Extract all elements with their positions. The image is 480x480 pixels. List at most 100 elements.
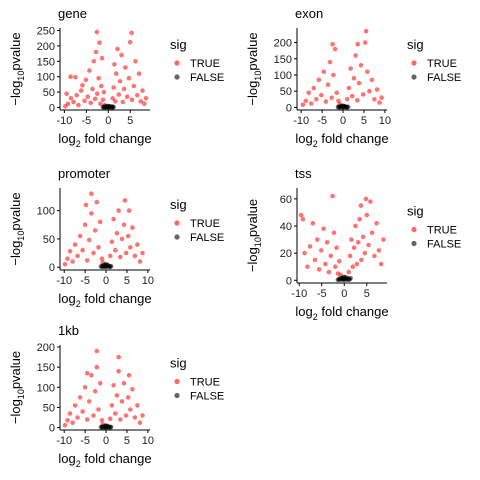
data-point-true xyxy=(305,264,310,269)
data-point-true xyxy=(75,415,80,420)
data-point-true xyxy=(118,79,123,84)
data-point-true xyxy=(349,237,354,242)
data-point-true xyxy=(82,99,87,104)
data-point-true xyxy=(111,383,116,388)
data-point-true xyxy=(135,93,140,98)
data-point-true xyxy=(311,86,316,91)
y-tick-label: 0 xyxy=(286,102,292,114)
panel-title: tss xyxy=(295,166,312,181)
x-tick-label: -5 xyxy=(317,288,327,300)
data-point-true xyxy=(379,262,384,267)
data-point-true xyxy=(76,103,81,108)
data-point-true xyxy=(130,387,135,392)
x-tick-label: -10 xyxy=(293,115,309,127)
x-tick-label: 0 xyxy=(341,288,347,300)
data-point-true xyxy=(337,259,342,264)
legend-label: TRUE xyxy=(427,225,457,237)
x-tick-label: 10 xyxy=(142,435,154,447)
x-tick-label: -5 xyxy=(80,275,90,287)
data-point-true xyxy=(130,98,135,103)
data-point-true xyxy=(355,98,360,103)
data-point-true xyxy=(92,59,97,64)
data-point-true xyxy=(115,393,120,398)
y-tick-label: 40 xyxy=(280,221,292,233)
data-point-true xyxy=(331,73,336,78)
data-point-false xyxy=(342,275,347,280)
data-point-true xyxy=(361,235,366,240)
data-point-false xyxy=(102,104,107,109)
data-point-false xyxy=(341,104,346,109)
data-point-true xyxy=(348,66,353,71)
data-point-true xyxy=(68,74,73,79)
data-point-true xyxy=(353,53,358,58)
data-point-true xyxy=(370,78,375,83)
data-point-true xyxy=(91,251,96,256)
data-point-true xyxy=(70,420,75,425)
legend-key-true xyxy=(411,60,416,65)
data-point-true xyxy=(80,409,85,414)
data-point-true xyxy=(329,254,334,259)
data-point-false xyxy=(104,423,109,428)
data-point-true xyxy=(126,234,131,239)
data-point-true xyxy=(69,96,74,101)
data-point-true xyxy=(127,76,132,81)
data-point-true xyxy=(70,259,75,264)
y-tick-label: 100 xyxy=(37,72,55,84)
data-point-true xyxy=(367,89,372,94)
data-point-true xyxy=(120,399,125,404)
data-point-true xyxy=(334,245,339,250)
data-point-true xyxy=(85,417,90,422)
x-tick-label: 5 xyxy=(364,288,370,300)
legend-key-true xyxy=(174,379,179,384)
panel-tss: tss-10 -5 0 50204060log2 fold change−log10p… xyxy=(245,166,461,322)
data-point-true xyxy=(113,411,118,416)
data-point-true xyxy=(347,270,352,275)
y-tick-label: 50 xyxy=(43,402,55,414)
y-axis-label: −log10pvalue xyxy=(8,351,26,424)
data-point-true xyxy=(115,231,120,236)
y-axis-label: −log10pvalue xyxy=(245,32,263,105)
legend-key-false xyxy=(174,74,179,79)
data-point-true xyxy=(114,71,119,76)
data-point-true xyxy=(364,197,369,202)
x-axis-label: log2 fold change xyxy=(295,131,388,149)
data-point-true xyxy=(374,221,379,226)
data-point-true xyxy=(355,42,360,47)
data-point-true xyxy=(361,92,366,97)
data-point-true xyxy=(71,100,76,105)
data-point-true xyxy=(326,82,331,87)
data-point-true xyxy=(113,99,118,104)
legend-label: FALSE xyxy=(427,72,461,84)
y-tick-label: 0 xyxy=(49,423,55,435)
x-tick-label: 5 xyxy=(124,435,130,447)
legend-key-false xyxy=(174,393,179,398)
data-point-true xyxy=(299,213,304,218)
data-point-true xyxy=(379,95,384,100)
x-tick-label: 0 xyxy=(340,115,346,127)
data-point-true xyxy=(68,411,73,416)
x-tick-label: -10 xyxy=(56,435,72,447)
data-point-true xyxy=(124,413,129,418)
data-point-true xyxy=(63,423,68,428)
data-point-true xyxy=(97,41,102,46)
data-point-true xyxy=(315,237,320,242)
data-point-true xyxy=(127,208,132,213)
legend-label: FALSE xyxy=(190,232,224,244)
data-point-true xyxy=(111,217,116,222)
y-tick-label: 0 xyxy=(286,275,292,287)
x-tick-label: 0 xyxy=(103,435,109,447)
panel-title: 1kb xyxy=(58,323,79,338)
data-point-true xyxy=(122,381,127,386)
x-tick-label: 10 xyxy=(379,115,391,127)
data-point-true xyxy=(102,90,107,95)
y-tick-label: 20 xyxy=(280,248,292,260)
data-point-true xyxy=(319,93,324,98)
data-point-true xyxy=(95,30,100,35)
legend-label: TRUE xyxy=(427,58,457,70)
panel-title: gene xyxy=(58,6,87,21)
data-point-true xyxy=(115,47,120,52)
data-point-true xyxy=(83,385,88,390)
data-point-true xyxy=(363,40,368,45)
data-point-true xyxy=(353,224,358,229)
data-point-true xyxy=(313,258,318,263)
